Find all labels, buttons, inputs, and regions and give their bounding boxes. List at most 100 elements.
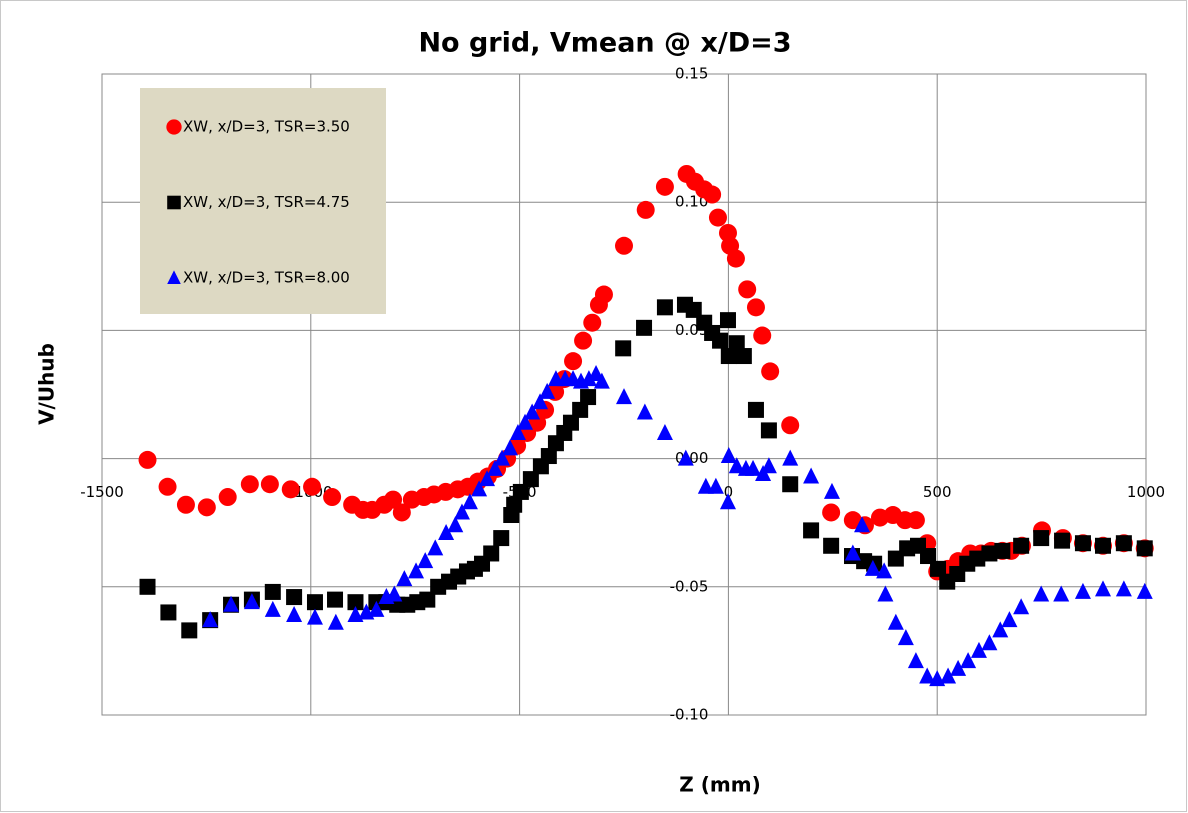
- marker: [803, 467, 820, 484]
- legend: XW, x/D=3, TSR=3.50 XW, x/D=3, TSR=4.75 XW…: [166, 118, 350, 287]
- marker: [1136, 582, 1153, 599]
- marker: [1074, 582, 1091, 599]
- marker: [580, 370, 597, 387]
- marker: [562, 414, 579, 431]
- marker: [509, 423, 526, 440]
- marker: [616, 388, 632, 405]
- marker: [167, 195, 181, 210]
- marker: [876, 562, 893, 579]
- marker: [719, 493, 736, 510]
- marker: [930, 560, 947, 577]
- marker: [392, 503, 411, 522]
- marker: [506, 496, 523, 513]
- marker: [822, 503, 841, 522]
- marker: [347, 594, 364, 611]
- marker: [1136, 540, 1153, 557]
- marker: [264, 600, 281, 617]
- marker: [823, 537, 840, 554]
- y-tick-label: -0.10: [670, 706, 709, 724]
- marker: [615, 236, 633, 255]
- marker: [745, 459, 762, 476]
- marker: [950, 659, 967, 676]
- marker: [1074, 535, 1091, 552]
- marker: [919, 667, 936, 684]
- marker: [408, 562, 425, 579]
- marker: [419, 591, 436, 608]
- marker: [615, 340, 632, 357]
- marker: [897, 629, 914, 646]
- marker: [323, 488, 342, 507]
- marker: [1115, 535, 1132, 552]
- marker: [540, 448, 557, 465]
- marker: [761, 362, 780, 381]
- marker: [517, 413, 534, 430]
- marker: [726, 249, 745, 268]
- marker: [160, 604, 177, 621]
- marker: [396, 570, 413, 587]
- marker: [306, 608, 323, 625]
- marker: [981, 634, 998, 651]
- marker: [158, 477, 177, 496]
- marker: [181, 622, 198, 639]
- marker: [746, 298, 765, 317]
- marker: [512, 483, 529, 500]
- marker: [854, 516, 871, 533]
- marker: [655, 177, 674, 196]
- marker: [969, 550, 986, 567]
- marker: [166, 119, 182, 135]
- marker: [243, 593, 260, 610]
- marker: [501, 439, 518, 456]
- marker: [260, 475, 279, 494]
- marker: [138, 450, 157, 469]
- marker: [167, 270, 181, 284]
- x-tick-label: 500: [923, 483, 952, 501]
- x-tick-label: -1500: [80, 483, 124, 501]
- marker: [697, 477, 714, 494]
- marker: [202, 611, 219, 628]
- marker: [992, 621, 1009, 638]
- x-axis-label: Z (mm): [679, 773, 760, 797]
- marker: [677, 449, 694, 466]
- y-tick-label: -0.05: [670, 577, 709, 595]
- marker: [593, 372, 610, 389]
- marker: [1094, 537, 1111, 554]
- marker: [386, 585, 403, 602]
- marker: [864, 559, 881, 576]
- marker: [574, 331, 593, 350]
- marker: [572, 401, 589, 418]
- marker: [286, 589, 303, 606]
- marker: [427, 539, 444, 556]
- marker: [461, 493, 478, 510]
- marker: [747, 401, 764, 418]
- marker: [486, 459, 503, 476]
- marker: [760, 457, 777, 474]
- marker: [708, 208, 727, 227]
- marker: [738, 280, 757, 299]
- marker: [281, 480, 300, 499]
- marker: [728, 457, 745, 474]
- marker: [447, 516, 464, 533]
- marker: [264, 583, 281, 600]
- marker: [1013, 598, 1030, 615]
- marker: [327, 613, 344, 630]
- marker: [728, 335, 745, 352]
- x-tick-label: 0: [724, 483, 734, 501]
- marker: [906, 511, 925, 530]
- mark-layer: [138, 164, 1154, 687]
- marker: [522, 471, 539, 488]
- marker: [417, 552, 434, 569]
- marker: [368, 600, 385, 617]
- marker: [719, 312, 736, 329]
- marker: [524, 403, 541, 420]
- y-axis-label: V/Uhub: [35, 343, 59, 425]
- marker: [712, 332, 729, 349]
- y-tick-label: 0.15: [675, 65, 708, 83]
- marker: [803, 522, 820, 539]
- marker: [703, 185, 722, 204]
- plot-border: [101, 73, 1147, 716]
- marker: [580, 389, 597, 406]
- marker: [453, 503, 470, 520]
- marker: [844, 544, 861, 561]
- marker: [685, 301, 702, 318]
